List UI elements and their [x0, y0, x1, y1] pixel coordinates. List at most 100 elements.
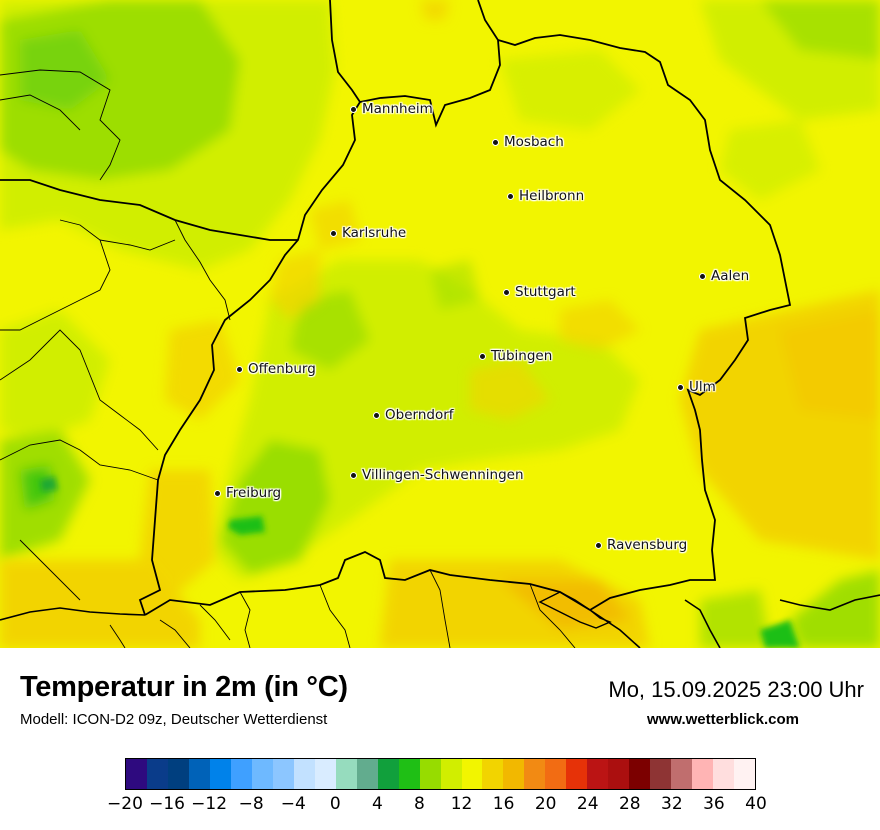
legend-tick-label: 4 [371, 794, 383, 814]
color-legend-ticks: −20 −16 −12 −8 −4 0 4 8 12 16 20 24 28 32 36 40 [107, 794, 767, 818]
legend-color-swatch [209, 759, 231, 789]
legend-tick-label: 36 [703, 794, 725, 814]
legend-tick-label: 16 [492, 794, 515, 814]
legend-color-swatch [587, 759, 609, 789]
city-dot-icon [677, 383, 684, 391]
city-dot-icon [503, 288, 510, 296]
temperature-zone-warm [0, 0, 880, 648]
legend-tick-label: 20 [534, 794, 557, 814]
city-label: Mannheim [362, 101, 433, 117]
city-label: Oberndorf [385, 407, 454, 423]
city-label: Ulm [689, 379, 716, 395]
city-marker: Ravensburg [595, 536, 687, 554]
city-dot-icon [595, 541, 602, 549]
city-label: Aalen [711, 268, 750, 284]
city-dot-icon [350, 105, 357, 113]
city-label: Freiburg [226, 485, 282, 501]
city-dot-icon [699, 272, 706, 280]
legend-color-swatch [335, 759, 357, 789]
city-dot-icon [350, 471, 357, 479]
city-marker: Freiburg [214, 484, 281, 502]
legend-color-swatch [545, 759, 567, 789]
legend-tick-label: 32 [661, 794, 683, 814]
legend-color-swatch [314, 759, 336, 789]
city-label: Tübingen [491, 348, 553, 364]
city-dot-icon [479, 352, 486, 360]
legend-color-swatch [629, 759, 651, 789]
city-label: Mosbach [504, 134, 564, 150]
legend-color-swatch [608, 759, 630, 789]
legend-tick-label: −12 [191, 794, 228, 814]
legend-color-swatch [650, 759, 672, 789]
legend-color-swatch [188, 759, 210, 789]
legend-color-swatch [461, 759, 483, 789]
map-title: Temperatur in 2m (in °C) [20, 671, 348, 703]
legend-tick-label: −16 [149, 794, 186, 814]
legend-color-swatch [126, 759, 147, 789]
color-legend-bar [125, 758, 756, 790]
forecast-datetime: Mo, 15.09.2025 23:00 Uhr [608, 677, 864, 702]
city-marker: Oberndorf [373, 406, 454, 424]
city-label: Villingen-Schwenningen [362, 467, 524, 483]
city-marker: Stuttgart [503, 283, 576, 301]
city-marker: Aalen [699, 267, 749, 285]
map-footer: Temperatur in 2m (in °C) Modell: ICON-D2… [0, 648, 880, 830]
legend-tick-label: 40 [745, 794, 767, 814]
legend-tick-label: −8 [238, 794, 264, 814]
legend-tick-label: −4 [280, 794, 306, 814]
city-label: Ravensburg [607, 537, 688, 553]
model-info: Modell: ICON-D2 09z, Deutscher Wetterdie… [20, 711, 328, 728]
map-field [0, 0, 880, 648]
temperature-zone-cold [40, 476, 800, 648]
legend-color-swatch [146, 759, 168, 789]
temperature-zone-cool [0, 0, 880, 648]
legend-color-swatch [356, 759, 378, 789]
city-dot-icon [236, 365, 243, 373]
city-dot-icon [214, 489, 221, 497]
city-dot-icon [373, 411, 380, 419]
legend-color-swatch [167, 759, 189, 789]
website-link[interactable]: www.wetterblick.com [647, 711, 799, 728]
legend-tick-label: 28 [618, 794, 641, 814]
legend-color-swatch [230, 759, 252, 789]
legend-color-swatch [566, 759, 588, 789]
city-marker: Heilbronn [507, 187, 584, 205]
city-marker: Tübingen [479, 347, 552, 365]
legend-color-swatch [419, 759, 441, 789]
city-marker: Ulm [677, 378, 716, 396]
legend-color-swatch [713, 759, 735, 789]
city-label: Heilbronn [519, 188, 585, 204]
legend-tick-label: 8 [414, 794, 425, 814]
legend-tick-label: 0 [329, 794, 341, 814]
legend-tick-label: 24 [576, 794, 599, 814]
legend-color-swatch [440, 759, 462, 789]
city-dot-icon [492, 138, 499, 146]
city-label: Karlsruhe [342, 225, 407, 241]
city-marker: Mosbach [492, 133, 564, 151]
legend-color-swatch [692, 759, 714, 789]
legend-color-swatch [503, 759, 525, 789]
lake-constance [538, 591, 612, 629]
legend-tick-label: −20 [107, 794, 143, 814]
legend-tick-label: 12 [450, 794, 473, 814]
city-dot-icon [330, 229, 337, 237]
legend-color-swatch [251, 759, 273, 789]
city-marker: Karlsruhe [330, 224, 406, 242]
city-label: Stuttgart [515, 284, 576, 300]
legend-color-swatch [377, 759, 399, 789]
city-marker: Mannheim [350, 100, 433, 118]
legend-color-swatch [482, 759, 504, 789]
legend-color-swatch [524, 759, 546, 789]
temperature-map: Mannheim Mosbach Heilbronn Karlsruhe Aalen St… [0, 0, 880, 648]
legend-color-swatch [671, 759, 693, 789]
legend-color-swatch [734, 759, 756, 789]
city-marker: Offenburg [236, 360, 316, 378]
legend-color-swatch [272, 759, 294, 789]
city-marker: Villingen-Schwenningen [350, 466, 524, 484]
city-label: Offenburg [248, 361, 316, 377]
legend-color-swatch [293, 759, 315, 789]
legend-color-swatch [398, 759, 420, 789]
state-borders [0, 0, 880, 648]
district-borders [0, 69, 576, 648]
city-dot-icon [507, 192, 514, 200]
